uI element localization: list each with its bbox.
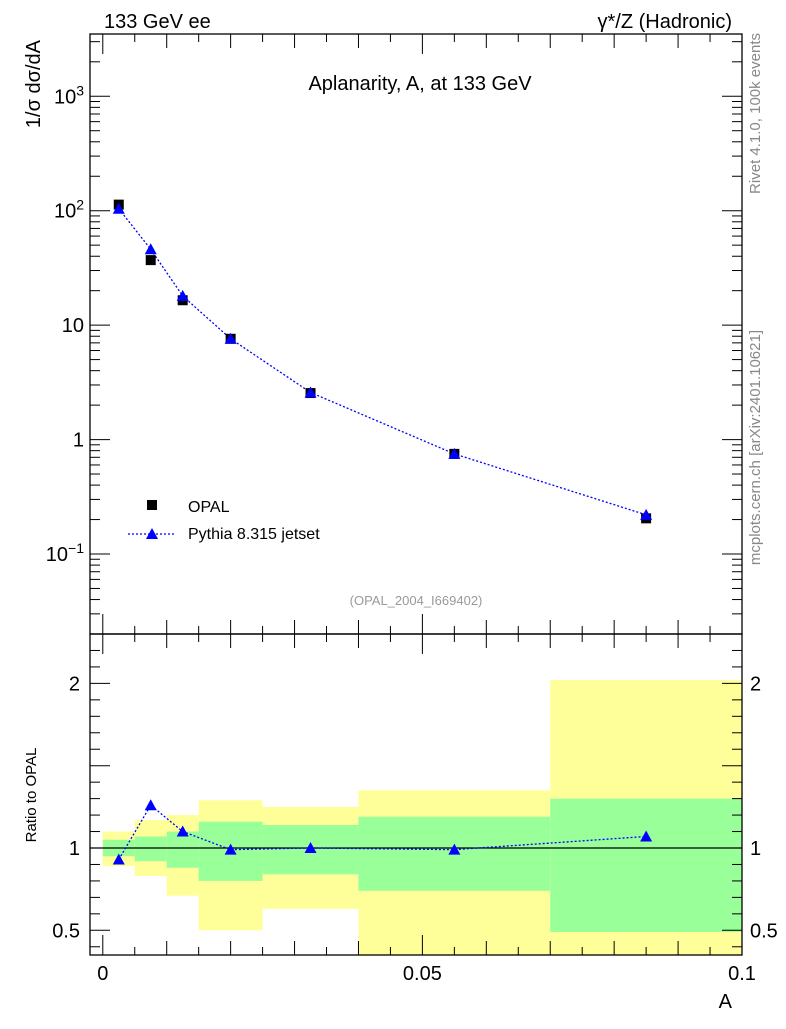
main-marker-pythia-5	[448, 447, 461, 459]
ratio-y-tick-label-1: 1	[69, 838, 80, 860]
watermark-label: (OPAL_2004_I669402)	[350, 593, 483, 608]
ratio-y-tick-label-right-2: 2	[750, 673, 761, 695]
main-marker-pythia-6	[640, 508, 653, 520]
ratio-y-axis-label: Ratio to OPAL	[23, 748, 40, 843]
legend-marker-opal	[147, 500, 157, 510]
main-y-tick-label-1: 1	[73, 430, 84, 452]
side-label-rivet: Rivet 4.1.0, 100k events	[747, 33, 764, 194]
header-left-label: 133 GeV ee	[104, 11, 211, 33]
legend-label-pythia: Pythia 8.315 jetset	[188, 526, 320, 543]
ratio-y-tick-label-right-0: 0.5	[750, 920, 778, 942]
x-tick-label-0: 0	[97, 963, 108, 985]
main-y-tick-label-0: 10−1	[46, 540, 84, 566]
main-chart-title: Aplanarity, A, at 133 GeV	[308, 73, 532, 95]
axes: 10−1 1 10 102 103 0 0.05 0.1 0.5 0.5 1 1 2 2	[46, 33, 778, 985]
main-y-tick-label-2: 10	[62, 315, 84, 337]
ratio-y-tick-label-right-1: 1	[750, 838, 761, 860]
ratio-plot-frame	[89, 633, 743, 956]
main-marker-pythia-4	[304, 386, 317, 398]
series-markers	[112, 199, 653, 865]
ratio-marker-pythia-3	[224, 843, 237, 855]
main-y-axis-label: 1/σ dσ/dA	[23, 39, 45, 128]
ratio-marker-pythia-6	[640, 830, 653, 842]
x-tick-label-1: 0.05	[403, 963, 442, 985]
legend-label-opal: OPAL	[188, 499, 230, 516]
x-axis-label: A	[719, 991, 733, 1013]
x-tick-label-2: 0.1	[728, 963, 756, 985]
ratio-marker-pythia-5	[448, 843, 461, 855]
legend-marker-pythia	[146, 528, 158, 539]
ratio-band-inner-1	[134, 836, 167, 862]
ratio-marker-pythia-1	[144, 799, 157, 811]
main-marker-pythia-3	[224, 332, 237, 344]
main-marker-pythia-1	[144, 243, 157, 255]
uncertainty-bands	[102, 680, 742, 955]
main-marker-pythia-2	[176, 289, 189, 301]
ratio-y-tick-label-0: 0.5	[52, 920, 80, 942]
main-series-line-pythia	[118, 208, 647, 516]
header-right-label: γ*/Z (Hadronic)	[598, 11, 732, 33]
ratio-marker-pythia-0	[112, 853, 125, 865]
ratio-marker-pythia-2	[176, 825, 189, 837]
main-y-tick-label-4: 103	[54, 82, 84, 108]
main-plot-frame	[89, 33, 743, 635]
ratio-y-tick-label-2: 2	[69, 673, 80, 695]
main-y-tick-label-3: 102	[54, 197, 84, 223]
main-marker-pythia-0	[112, 202, 125, 214]
ratio-band-inner-2	[166, 831, 199, 868]
ratio-band-inner-6	[550, 798, 742, 932]
side-label-mcplots: mcplots.cern.ch [arXiv:2401.10621]	[747, 330, 764, 565]
ratio-marker-pythia-4	[304, 842, 317, 853]
legend: OPAL Pythia 8.315 jetset	[128, 499, 320, 543]
main-marker-opal-1	[145, 255, 156, 266]
